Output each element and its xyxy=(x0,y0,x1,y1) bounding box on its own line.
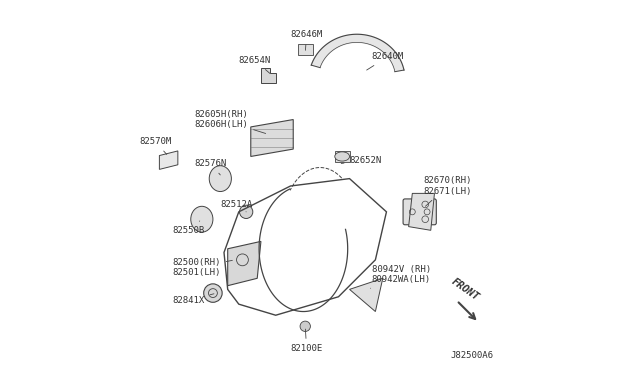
Ellipse shape xyxy=(191,206,213,232)
Circle shape xyxy=(204,284,222,302)
Polygon shape xyxy=(408,193,435,230)
Polygon shape xyxy=(349,278,383,311)
Text: 82654N: 82654N xyxy=(239,56,271,73)
Text: 82646M: 82646M xyxy=(291,30,323,50)
Polygon shape xyxy=(311,34,404,72)
Text: 82570M: 82570M xyxy=(139,137,172,154)
Text: 80942V (RH)
80942WA(LH): 80942V (RH) 80942WA(LH) xyxy=(371,265,431,288)
Polygon shape xyxy=(298,44,312,55)
Text: 82605H(RH)
82606H(LH): 82605H(RH) 82606H(LH) xyxy=(195,110,266,134)
FancyBboxPatch shape xyxy=(403,199,436,225)
Text: 82512A: 82512A xyxy=(220,200,253,212)
Circle shape xyxy=(300,321,310,331)
Text: 82640M: 82640M xyxy=(367,52,404,70)
Text: 82550B: 82550B xyxy=(172,221,205,235)
Text: 82576N: 82576N xyxy=(195,159,227,175)
Text: 82841X: 82841X xyxy=(172,294,214,305)
Circle shape xyxy=(239,205,253,218)
Polygon shape xyxy=(335,151,349,162)
Text: 82500(RH)
82501(LH): 82500(RH) 82501(LH) xyxy=(172,257,232,277)
Ellipse shape xyxy=(209,166,232,192)
Text: 82100E: 82100E xyxy=(291,329,323,353)
Ellipse shape xyxy=(335,152,349,161)
Text: J82500A6: J82500A6 xyxy=(451,350,493,359)
Polygon shape xyxy=(228,241,261,286)
Polygon shape xyxy=(261,68,276,83)
Polygon shape xyxy=(251,119,293,157)
Text: FRONT: FRONT xyxy=(449,276,481,302)
Text: 82652N: 82652N xyxy=(341,155,382,165)
Text: 82670(RH)
82671(LH): 82670(RH) 82671(LH) xyxy=(424,176,472,206)
Polygon shape xyxy=(159,151,178,169)
